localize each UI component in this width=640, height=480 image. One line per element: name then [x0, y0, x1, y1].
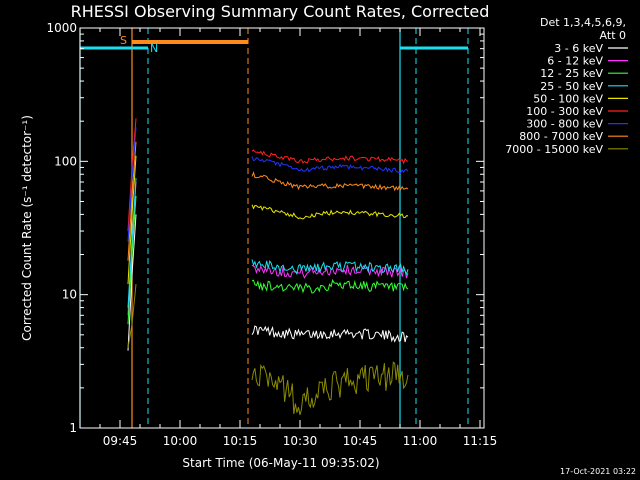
series-line-0-seg-1 — [251, 325, 409, 343]
night-label: N — [150, 42, 158, 55]
y-tick-label: 1000 — [46, 21, 77, 35]
series-line-0-seg-0 — [127, 214, 137, 351]
series-line-4-seg-0 — [127, 155, 137, 285]
x-tick-label: 10:00 — [163, 434, 198, 448]
legend-entry-label: 3 - 6 keV — [554, 42, 603, 55]
series-line-7-seg-0 — [127, 141, 137, 261]
series-line-5-seg-1 — [251, 149, 409, 165]
legend-entry-label: 300 - 800 keV — [526, 118, 603, 131]
series-line-6-seg-1 — [251, 156, 409, 174]
x-axis-label: Start Time (06-May-11 09:35:02) — [182, 456, 379, 470]
x-tick-label: 09:45 — [103, 434, 138, 448]
legend-header-attenuator: Att 0 — [600, 29, 626, 42]
legend-entry-label: 25 - 50 keV — [540, 80, 603, 93]
series-line-5-seg-0 — [127, 118, 137, 232]
series-line-2-seg-1 — [251, 278, 409, 294]
y-axis-label: Corrected Count Rate (s⁻¹ detector⁻¹) — [20, 115, 34, 341]
axes-frame — [79, 27, 485, 429]
y-tick-label: 100 — [54, 154, 77, 168]
series-line-6-seg-0 — [127, 127, 137, 242]
legend-entry-label: 6 - 12 keV — [547, 55, 603, 68]
x-tick-label: 10:45 — [343, 434, 378, 448]
legend-entry-label: 12 - 25 keV — [540, 67, 603, 80]
y-tick-label: 10 — [62, 288, 77, 302]
legend-entry-label: 800 - 7000 keV — [519, 130, 603, 143]
series-line-8-seg-1 — [251, 361, 409, 416]
series-line-4-seg-1 — [251, 204, 409, 220]
x-tick-label: 10:15 — [223, 434, 258, 448]
x-tick-label: 10:30 — [283, 434, 318, 448]
series-line-3-seg-0 — [127, 177, 137, 308]
footer-timestamp: 17-Oct-2021 03:22 — [560, 467, 636, 476]
legend-header-detectors: Det 1,3,4,5,6,9, — [540, 16, 626, 29]
legend-entry-label: 50 - 100 keV — [533, 92, 603, 105]
chart-title: RHESSI Observing Summary Count Rates, Co… — [71, 2, 490, 21]
series-line-7-seg-1 — [251, 171, 409, 192]
plot-area: S N 1 10 100 1000 09:45 10:00 10:15 10:30 10:45 11:… — [46, 21, 497, 448]
saa-label: S — [120, 34, 127, 47]
x-tick-label: 11:00 — [403, 434, 438, 448]
y-tick-label: 1 — [69, 421, 77, 435]
x-tick-label: 11:15 — [463, 434, 498, 448]
legend-entry-label: 7000 - 15000 keV — [505, 143, 603, 156]
series-line-3-seg-1 — [251, 259, 409, 276]
legend-entry-label: 100 - 300 keV — [526, 105, 603, 118]
series-line-8-seg-0 — [127, 284, 137, 348]
series-line-2-seg-0 — [127, 195, 137, 325]
